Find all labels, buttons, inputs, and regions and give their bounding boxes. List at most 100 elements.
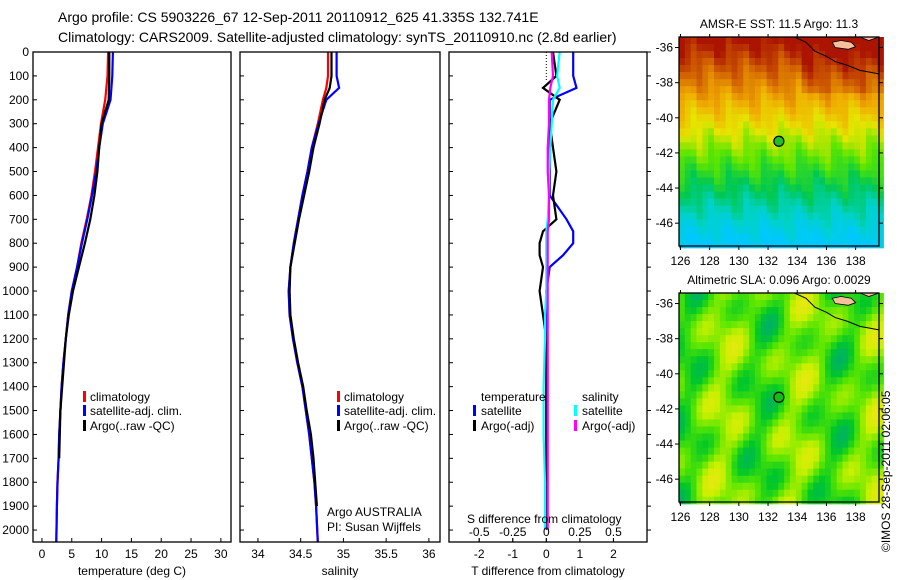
sst-cell	[865, 65, 873, 73]
sst-cell	[842, 205, 849, 214]
sst-cell	[789, 233, 797, 242]
sla-cell	[813, 412, 820, 420]
sla-cell	[702, 328, 709, 336]
sla-cell	[784, 433, 791, 442]
sst-map-panel: 126 128 130 132 134 136 138-36-38-40-42-44-46A…	[656, 17, 884, 268]
x-axis-label: temperature (deg C)	[78, 564, 186, 578]
sla-cell	[825, 419, 832, 428]
sla-cell	[766, 335, 773, 343]
legend-t-argo: Argo(-adj)	[481, 419, 534, 433]
sla-cell	[836, 496, 844, 505]
sla-cell	[778, 328, 785, 336]
sla-cell	[842, 426, 849, 435]
sst-cell	[865, 135, 873, 143]
sst-cell	[749, 58, 756, 66]
sst-cell	[801, 135, 808, 143]
x-tick-label: -1	[507, 547, 518, 561]
sla-cell	[848, 489, 855, 498]
sst-cell	[684, 86, 692, 94]
sla-cell	[719, 307, 727, 315]
sla-cell	[801, 349, 808, 357]
sla-cell	[871, 398, 879, 406]
sla-cell	[865, 482, 873, 491]
sla-cell	[725, 440, 733, 449]
sla-cell	[725, 391, 733, 399]
sla-cell	[731, 349, 738, 357]
sla-cell	[801, 426, 808, 435]
sst-cell	[725, 44, 733, 52]
sla-cell	[842, 398, 849, 406]
sst-cell	[754, 128, 762, 136]
sst-cell	[702, 135, 709, 143]
sst-cell	[679, 121, 686, 129]
sla-cell	[789, 370, 797, 378]
sla-cell	[754, 489, 762, 498]
sla-cell	[696, 342, 703, 350]
sst-cell	[719, 44, 727, 52]
sla-cell	[719, 419, 727, 428]
sla-cell	[778, 405, 785, 413]
sst-cell	[714, 135, 721, 143]
sst-cell	[848, 184, 855, 193]
sla-cell	[865, 349, 873, 357]
sla-cell	[714, 328, 721, 336]
sst-cell	[754, 226, 762, 235]
sla-cell	[684, 489, 692, 498]
sst-cell	[714, 184, 721, 193]
sla-cell	[778, 370, 785, 378]
sst-cell	[813, 149, 820, 157]
sst-cell	[825, 198, 832, 207]
sst-cell	[772, 37, 779, 45]
sst-cell	[789, 128, 797, 136]
sst-cell	[719, 114, 727, 122]
sst-cell	[696, 86, 703, 94]
sst-cell	[871, 100, 879, 108]
sla-cell	[789, 461, 797, 470]
sla-cell	[848, 293, 855, 301]
sla-cell	[702, 300, 709, 308]
s-difference-label: S difference from climatology	[467, 512, 622, 526]
sst-cell	[778, 149, 785, 157]
sst-cell	[684, 142, 692, 150]
sst-cell	[725, 93, 733, 101]
sla-cell	[848, 363, 855, 371]
sla-cell	[865, 496, 873, 505]
sla-cell	[795, 384, 803, 392]
sla-cell	[719, 363, 727, 371]
sla-cell	[708, 321, 715, 329]
sst-cell	[725, 212, 733, 221]
sst-cell	[860, 170, 867, 179]
sst-cell	[725, 226, 733, 235]
sla-cell	[690, 363, 698, 371]
sla-cell	[836, 370, 844, 378]
sst-cell	[766, 163, 773, 172]
sst-cell	[795, 86, 803, 94]
sst-cell	[766, 72, 773, 80]
sla-cell	[860, 363, 867, 371]
sla-cell	[766, 349, 773, 357]
sst-cell	[702, 205, 709, 214]
sla-cell	[854, 412, 861, 420]
sst-cell	[795, 240, 803, 249]
sla-cell	[836, 482, 844, 491]
sla-cell	[772, 419, 779, 428]
sst-cell	[679, 51, 686, 59]
sst-cell	[778, 191, 785, 200]
sst-cell	[789, 212, 797, 221]
sla-cell	[702, 335, 709, 343]
sla-cell	[725, 461, 733, 470]
sst-cell	[690, 114, 698, 122]
sla-cell	[819, 363, 826, 371]
sla-cell	[784, 363, 791, 371]
sla-cell	[702, 412, 709, 420]
sla-cell	[690, 489, 698, 498]
sla-cell	[684, 307, 692, 315]
sst-cell	[813, 184, 820, 193]
sla-cell	[778, 447, 785, 456]
sst-cell	[848, 233, 855, 242]
sla-cell	[778, 433, 785, 442]
sst-cell	[743, 51, 750, 59]
sst-cell	[813, 240, 820, 249]
sla-cell	[725, 426, 733, 435]
sst-cell	[684, 121, 692, 129]
